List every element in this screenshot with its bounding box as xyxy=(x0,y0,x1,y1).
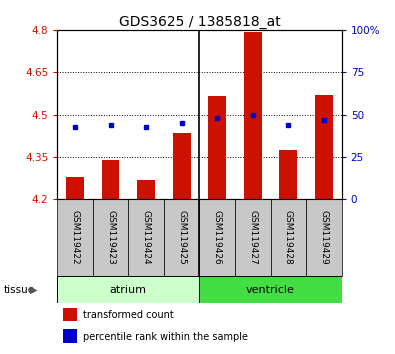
Bar xyxy=(93,199,128,276)
Title: GDS3625 / 1385818_at: GDS3625 / 1385818_at xyxy=(118,15,280,29)
Bar xyxy=(235,199,271,276)
Text: GSM119422: GSM119422 xyxy=(71,210,79,265)
Bar xyxy=(271,199,306,276)
Text: tissue: tissue xyxy=(4,285,35,295)
Bar xyxy=(63,308,77,321)
Text: GSM119425: GSM119425 xyxy=(177,210,186,265)
Bar xyxy=(244,32,261,199)
Bar xyxy=(173,133,191,199)
Bar xyxy=(57,199,93,276)
Bar xyxy=(199,199,235,276)
Bar xyxy=(306,199,342,276)
Bar xyxy=(66,177,84,199)
Text: GSM119426: GSM119426 xyxy=(213,210,222,265)
Text: GSM119423: GSM119423 xyxy=(106,210,115,265)
Text: percentile rank within the sample: percentile rank within the sample xyxy=(83,332,248,342)
Bar xyxy=(315,95,333,199)
Bar xyxy=(164,199,199,276)
Text: GSM119427: GSM119427 xyxy=(248,210,257,265)
Text: transformed count: transformed count xyxy=(83,310,174,320)
Text: GSM119428: GSM119428 xyxy=(284,210,293,265)
Text: GSM119424: GSM119424 xyxy=(142,210,150,265)
Bar xyxy=(128,199,164,276)
Text: ▶: ▶ xyxy=(30,285,37,295)
Text: atrium: atrium xyxy=(110,285,147,295)
Bar xyxy=(199,276,342,303)
Bar xyxy=(209,96,226,199)
Text: GSM119429: GSM119429 xyxy=(320,210,328,265)
Bar xyxy=(137,180,155,199)
Text: ventricle: ventricle xyxy=(246,285,295,295)
Bar xyxy=(57,276,199,303)
Bar xyxy=(280,150,297,199)
Bar xyxy=(102,160,120,199)
Bar xyxy=(63,330,77,343)
